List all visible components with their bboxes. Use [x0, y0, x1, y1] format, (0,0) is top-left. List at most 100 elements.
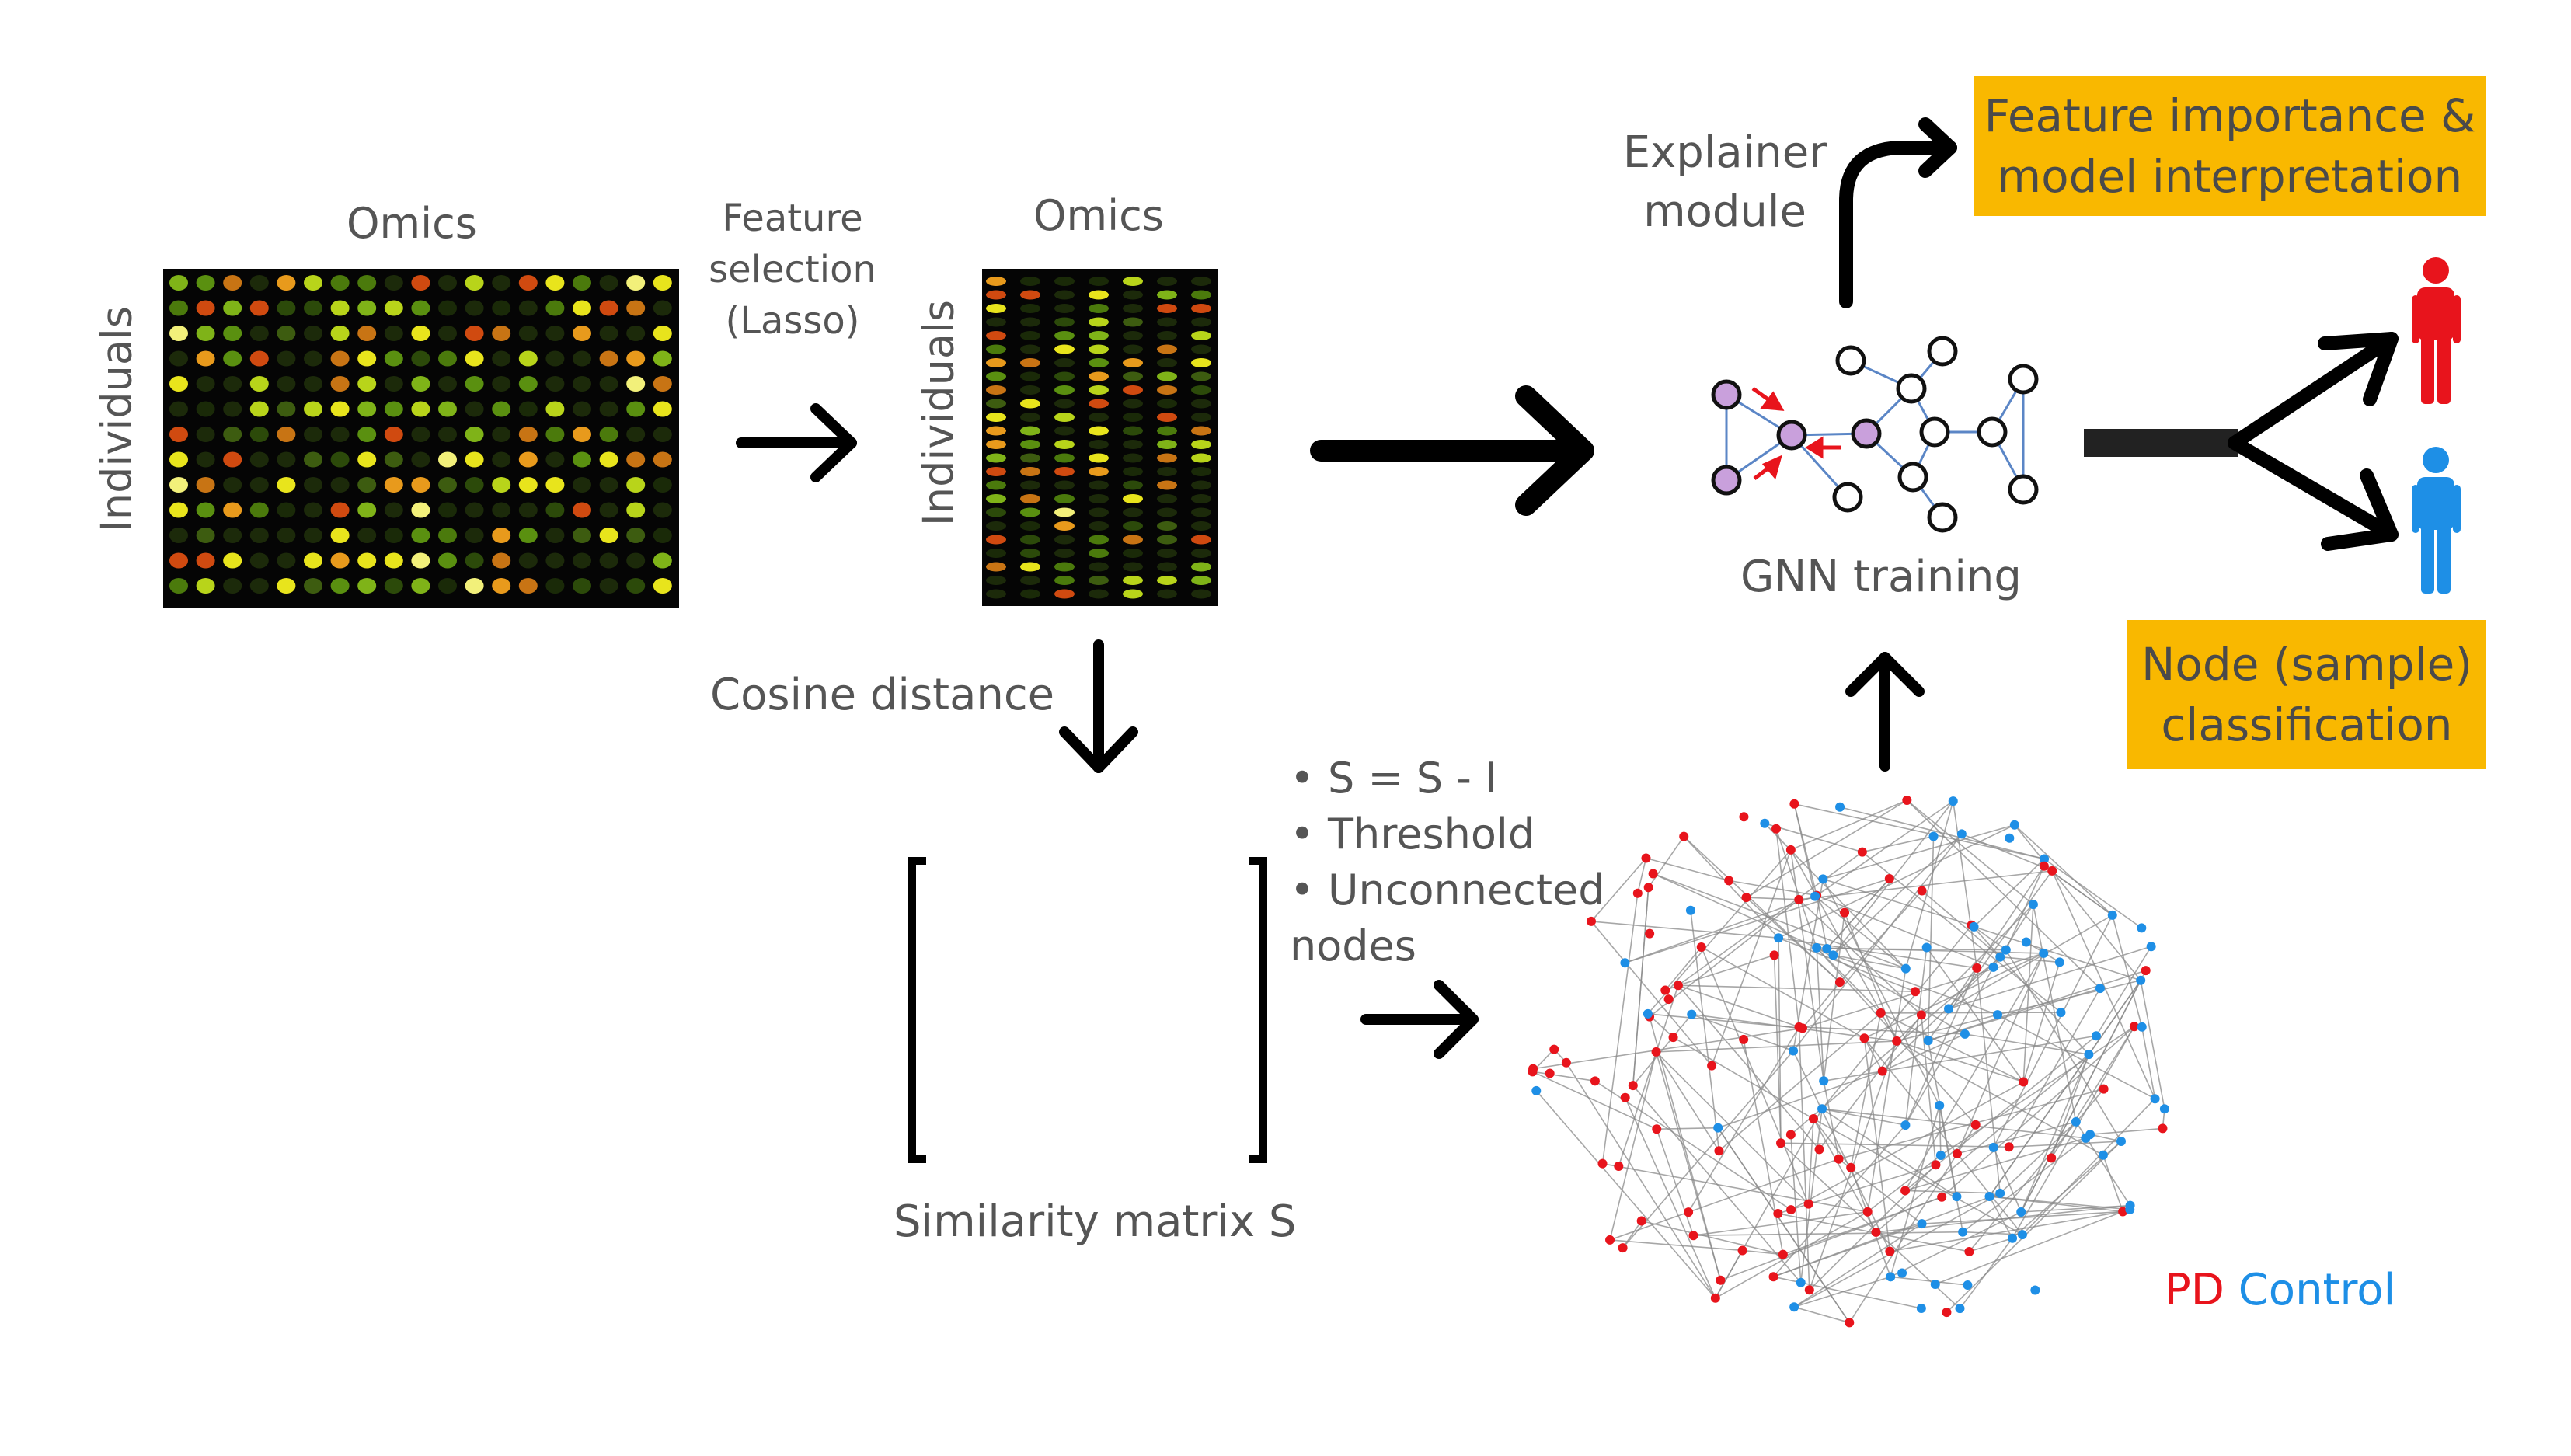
network-node-control: [1531, 1085, 1542, 1095]
omics-spot: [169, 427, 188, 442]
network-node-pd: [2039, 861, 2049, 871]
omics-spot: [438, 552, 457, 569]
arrow-classification-split: [2084, 332, 2399, 551]
omics-spot: [438, 275, 457, 291]
omics-spot: [1123, 331, 1143, 340]
omics-spot: [986, 426, 1006, 436]
omics-spot: [1191, 453, 1211, 463]
network-edge: [1653, 873, 1834, 956]
network-node-control: [1930, 1279, 1940, 1289]
omics-spot: [384, 427, 403, 442]
omics-spot: [573, 326, 591, 341]
omics-spot: [438, 300, 457, 316]
network-edge: [2102, 1155, 2123, 1212]
network-node-control: [1988, 1142, 1998, 1152]
omics-spot: [196, 326, 215, 341]
omics-spot: [249, 502, 269, 518]
network-edge: [1821, 1108, 1906, 1126]
omics-spot: [330, 427, 350, 442]
network-edge: [1880, 1012, 2061, 1014]
omics-spot: [518, 275, 538, 291]
arrow-to-gnn: [1310, 385, 1594, 516]
network-node-control: [1992, 1010, 2002, 1020]
omics-spot: [1089, 344, 1109, 354]
legend-pd: PD: [2165, 1265, 2224, 1315]
omics-spot: [304, 401, 322, 417]
network-node-pd: [1652, 1124, 1662, 1134]
network-node-control: [1810, 891, 1820, 901]
network-node-pd: [1660, 985, 1670, 995]
omics-spot: [1054, 358, 1075, 367]
omics-spot: [330, 275, 350, 291]
omics-spot: [465, 502, 484, 518]
network-edge: [1793, 803, 1817, 896]
network-node-pd: [1528, 1064, 1538, 1074]
omics-spot: [304, 578, 322, 594]
omics-spot: [1054, 589, 1075, 599]
omics-spot: [1191, 399, 1211, 409]
omics-spot: [1191, 549, 1211, 558]
omics-spot: [384, 326, 403, 341]
omics-spot: [330, 300, 350, 316]
omics-spot: [330, 502, 350, 518]
omics-spot: [196, 552, 215, 569]
network-edge: [2141, 1026, 2156, 1099]
omics-spot: [1020, 576, 1040, 585]
network-node-pd: [1651, 1047, 1661, 1057]
omics-spot: [1191, 589, 1211, 599]
omics-spot: [1157, 277, 1177, 286]
omics-spot: [1054, 507, 1075, 517]
omics-spot: [1123, 385, 1143, 395]
network-edge: [1690, 910, 1720, 1151]
network-edge: [1993, 1147, 2022, 1213]
network-node-control: [1774, 933, 1784, 943]
network-node-pd: [2047, 866, 2057, 876]
omics-spot: [1089, 494, 1109, 503]
network-edge: [1862, 835, 1934, 853]
network-node-pd: [1916, 1010, 1926, 1020]
network-node-control: [2116, 1137, 2126, 1147]
network-node-pd: [2019, 1077, 2029, 1087]
network-edge: [1964, 1033, 2089, 1055]
omics-spot: [653, 401, 672, 417]
network-edge: [1717, 1127, 1850, 1323]
omics-spot: [1157, 317, 1177, 327]
omics-spot: [169, 528, 188, 543]
omics-spot: [411, 326, 430, 341]
omics-spot: [599, 451, 618, 468]
network-node-pd: [1673, 981, 1683, 991]
omics-spot: [1020, 440, 1040, 449]
network-node-pd: [1884, 874, 1894, 884]
network-edge: [1896, 1040, 2104, 1156]
omics-spot: [169, 300, 188, 316]
omics-spot: [304, 275, 322, 291]
omics-spot: [518, 552, 538, 569]
gnn-graph: [1711, 336, 2039, 533]
omics-spot: [1123, 453, 1143, 463]
network-node-pd: [1641, 853, 1651, 863]
network-edge: [1989, 1196, 2130, 1210]
omics-spot: [169, 350, 188, 367]
omics-spot: [1089, 385, 1109, 395]
omics-spot: [518, 477, 538, 493]
omics-spot: [986, 413, 1006, 422]
network-node-pd: [1768, 1272, 1778, 1282]
network-edge: [1765, 823, 1863, 853]
similarity-matrix-label: Similarity matrix S: [894, 1196, 1297, 1247]
omics-spot: [357, 376, 377, 392]
network-edge: [1781, 1142, 2009, 1148]
network-node-control: [1988, 962, 1998, 972]
omics-spot: [169, 578, 188, 594]
network-node-control: [1948, 796, 1958, 806]
omics-spot: [1054, 426, 1075, 436]
omics-spot: [438, 578, 457, 594]
omics-spot: [626, 401, 646, 417]
omics-spot: [169, 376, 188, 392]
omics-spot: [384, 275, 403, 291]
omics-spot: [223, 528, 242, 543]
omics-spot: [986, 453, 1006, 463]
network-node-control: [2150, 1094, 2160, 1104]
omics-spot: [465, 578, 484, 594]
omics-spot: [986, 549, 1006, 558]
network-edge: [1863, 1037, 2023, 1235]
